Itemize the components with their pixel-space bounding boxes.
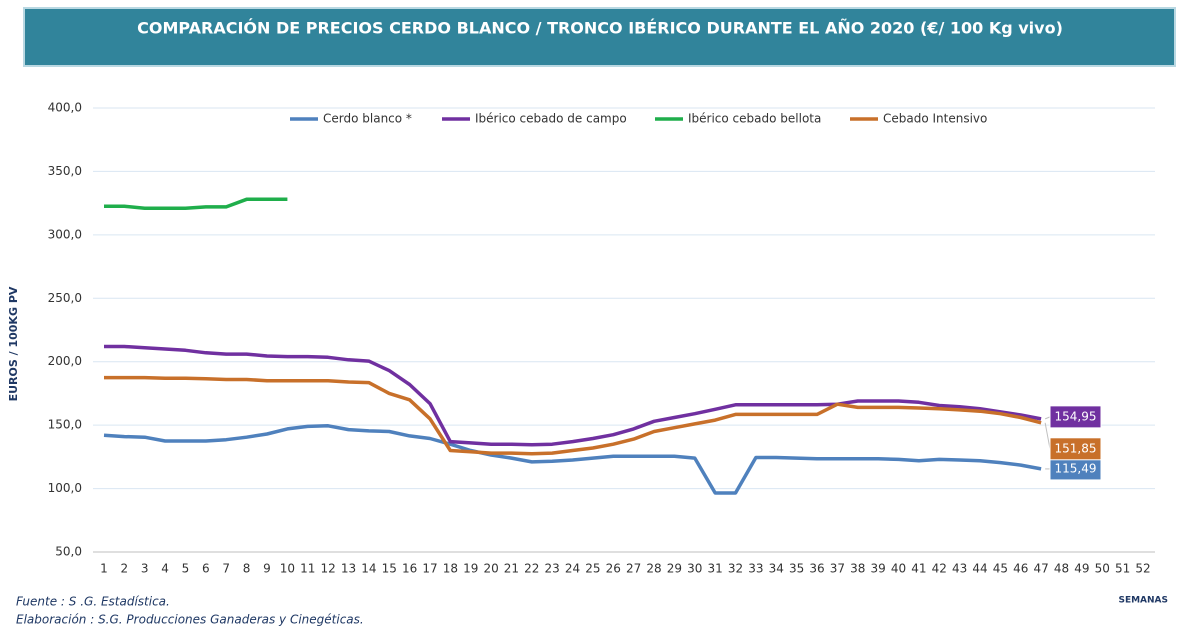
chart-title: COMPARACIÓN DE PRECIOS CERDO BLANCO / TR… — [137, 19, 1063, 38]
y-tick-label: 200,0 — [48, 354, 82, 368]
x-tick-label: 18 — [443, 562, 458, 576]
x-tick-label: 13 — [341, 562, 356, 576]
x-tick-label: 44 — [972, 562, 987, 576]
x-tick-label: 29 — [667, 562, 682, 576]
y-tick-label: 250,0 — [48, 291, 82, 305]
x-tick-label: 27 — [626, 562, 641, 576]
y-tick-label: 150,0 — [48, 418, 82, 432]
x-tick-label: 39 — [871, 562, 886, 576]
x-tick-label: 28 — [646, 562, 661, 576]
y-tick-label: 100,0 — [48, 481, 82, 495]
x-tick-label: 37 — [830, 562, 845, 576]
x-tick-label: 41 — [911, 562, 926, 576]
x-tick-label: 26 — [606, 562, 621, 576]
series-line — [104, 197, 288, 210]
x-tick-label: 48 — [1054, 562, 1069, 576]
series-line — [104, 375, 1042, 456]
x-tick-label: 17 — [422, 562, 437, 576]
x-tick-label: 45 — [993, 562, 1008, 576]
x-tick-label: 51 — [1115, 562, 1130, 576]
legend-label: Cerdo blanco * — [323, 112, 412, 126]
y-tick-label: 50,0 — [55, 545, 82, 559]
x-tick-label: 2 — [121, 562, 129, 576]
x-tick-label: 9 — [263, 562, 271, 576]
data-label: 154,95 — [1055, 409, 1097, 423]
x-tick-label: 52 — [1135, 562, 1150, 576]
y-tick-label: 350,0 — [48, 164, 82, 178]
x-tick-label: 25 — [585, 562, 600, 576]
legend-label: Cebado Intensivo — [883, 112, 987, 126]
x-tick-label: 21 — [504, 562, 519, 576]
x-tick-label: 5 — [182, 562, 190, 576]
x-tick-label: 20 — [483, 562, 498, 576]
legend-label: Ibérico cebado bellota — [688, 112, 821, 126]
x-tick-label: 4 — [161, 562, 169, 576]
x-tick-label: 50 — [1095, 562, 1110, 576]
x-tick-label: 24 — [565, 562, 580, 576]
x-tick-label: 33 — [748, 562, 763, 576]
x-tick-label: 40 — [891, 562, 906, 576]
label-box — [1049, 437, 1102, 461]
x-tick-label: 10 — [280, 562, 295, 576]
x-tick-label: 46 — [1013, 562, 1028, 576]
x-tick-label: 11 — [300, 562, 315, 576]
data-label: 115,49 — [1055, 461, 1097, 475]
series-line — [103, 424, 1042, 495]
x-tick-label: 7 — [222, 562, 230, 576]
x-tick-label: 8 — [243, 562, 251, 576]
data-label: 151,85 — [1055, 441, 1097, 455]
x-tick-label: 15 — [382, 562, 397, 576]
x-tick-label: 19 — [463, 562, 478, 576]
x-tick-label: 3 — [141, 562, 149, 576]
x-tick-label: 30 — [687, 562, 702, 576]
y-axis-label: EUROS / 100KG PV — [7, 286, 20, 401]
x-tick-label: 42 — [932, 562, 947, 576]
x-tick-label: 32 — [728, 562, 743, 576]
x-tick-label: 47 — [1033, 562, 1048, 576]
x-tick-label: 31 — [708, 562, 723, 576]
x-tick-label: 49 — [1074, 562, 1089, 576]
label-leader — [1044, 422, 1051, 449]
x-tick-label: 22 — [524, 562, 539, 576]
x-axis-label: SEMANAS — [1118, 596, 1168, 606]
x-tick-label: 12 — [320, 562, 335, 576]
y-tick-label: 300,0 — [48, 227, 82, 241]
legend-label: Ibérico cebado de campo — [475, 112, 627, 126]
title-banner — [23, 7, 1176, 67]
label-leader — [1044, 416, 1051, 420]
label-box — [1049, 405, 1102, 429]
x-tick-label: 36 — [809, 562, 824, 576]
x-tick-label: 23 — [545, 562, 560, 576]
x-tick-label: 34 — [769, 562, 784, 576]
source-note: Fuente : S .G. Estadística. — [16, 595, 170, 609]
x-tick-label: 38 — [850, 562, 865, 576]
series-line — [104, 344, 1042, 447]
y-tick-label: 400,0 — [48, 101, 82, 115]
x-tick-label: 16 — [402, 562, 417, 576]
x-tick-label: 6 — [202, 562, 210, 576]
x-tick-label: 43 — [952, 562, 967, 576]
credit-note: Elaboración : S.G. Producciones Ganadera… — [16, 613, 364, 627]
x-tick-label: 1 — [100, 562, 108, 576]
x-tick-label: 35 — [789, 562, 804, 576]
x-tick-label: 14 — [361, 562, 376, 576]
